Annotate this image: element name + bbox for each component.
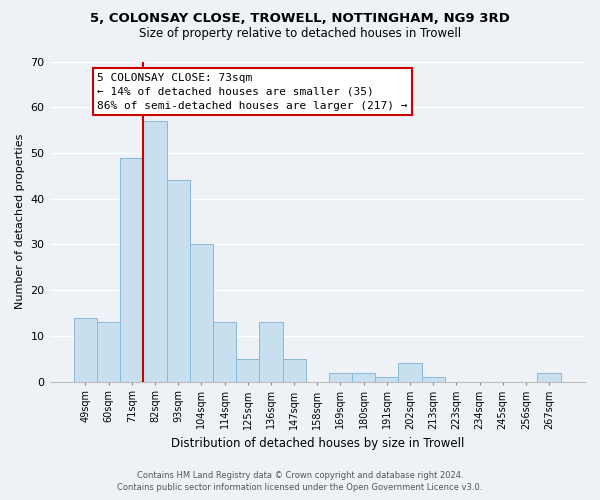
Bar: [213, 322, 236, 382]
Bar: [283, 359, 305, 382]
Bar: [120, 158, 143, 382]
Bar: [352, 372, 375, 382]
Bar: [190, 244, 213, 382]
Bar: [167, 180, 190, 382]
Bar: [329, 372, 352, 382]
Text: 5, COLONSAY CLOSE, TROWELL, NOTTINGHAM, NG9 3RD: 5, COLONSAY CLOSE, TROWELL, NOTTINGHAM, …: [90, 12, 510, 26]
Bar: [375, 377, 398, 382]
Bar: [143, 121, 167, 382]
Y-axis label: Number of detached properties: Number of detached properties: [15, 134, 25, 310]
Text: Size of property relative to detached houses in Trowell: Size of property relative to detached ho…: [139, 28, 461, 40]
Text: Contains HM Land Registry data © Crown copyright and database right 2024.
Contai: Contains HM Land Registry data © Crown c…: [118, 471, 482, 492]
Bar: [236, 359, 259, 382]
Bar: [259, 322, 283, 382]
Text: 5 COLONSAY CLOSE: 73sqm
← 14% of detached houses are smaller (35)
86% of semi-de: 5 COLONSAY CLOSE: 73sqm ← 14% of detache…: [97, 73, 407, 111]
Bar: [74, 318, 97, 382]
Bar: [97, 322, 120, 382]
X-axis label: Distribution of detached houses by size in Trowell: Distribution of detached houses by size …: [170, 437, 464, 450]
Bar: [422, 377, 445, 382]
Bar: [398, 364, 422, 382]
Bar: [538, 372, 560, 382]
